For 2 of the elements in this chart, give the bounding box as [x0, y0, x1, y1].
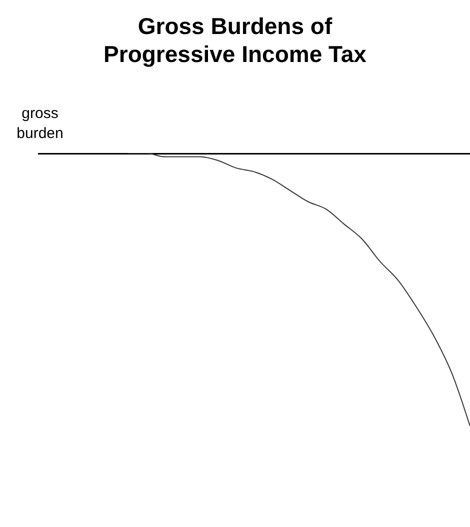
chart-title: Gross Burdens of Progressive Income Tax: [102, 12, 368, 68]
y-axis-title: gross burden: [16, 104, 64, 144]
